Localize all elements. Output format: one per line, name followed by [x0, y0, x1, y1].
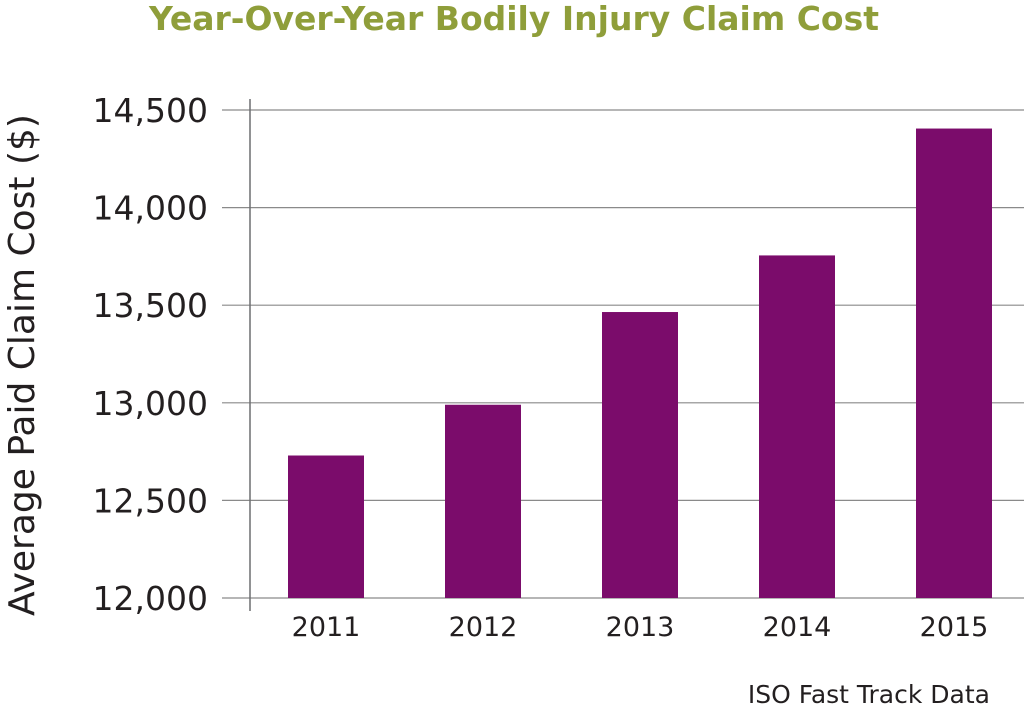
y-tick-label: 12,500	[93, 481, 208, 520]
y-tick-label: 13,500	[93, 286, 208, 325]
y-tick-labels: 12,000 12,500 13,000 13,500 14,000 14,500	[93, 91, 208, 618]
y-tick-label: 14,500	[93, 91, 208, 130]
chart-title: Year-Over-Year Bodily Injury Claim Cost	[148, 0, 879, 38]
bar-2012	[445, 404, 521, 598]
x-tick-label: 2014	[763, 612, 832, 643]
y-tick-label: 13,000	[93, 384, 208, 423]
x-tick-label: 2015	[920, 612, 989, 643]
source-note: ISO Fast Track Data	[748, 680, 990, 706]
bar-2015	[916, 128, 992, 598]
bars	[288, 128, 992, 598]
x-tick-labels: 2011 2012 2013 2014 2015	[292, 612, 989, 643]
x-tick-label: 2013	[606, 612, 675, 643]
y-tick-label: 12,000	[93, 579, 208, 618]
y-tick-label: 14,000	[93, 189, 208, 228]
y-axis-label: Average Paid Claim Cost ($)	[2, 114, 43, 616]
bar-2013	[602, 312, 678, 598]
bar-2014	[759, 255, 835, 598]
bar-2011	[288, 455, 364, 598]
x-tick-label: 2011	[292, 612, 361, 643]
x-tick-label: 2012	[449, 612, 518, 643]
